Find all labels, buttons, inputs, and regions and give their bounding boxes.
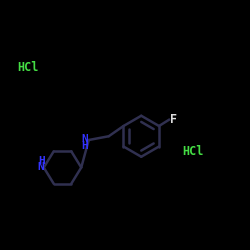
Text: H: H bbox=[38, 156, 44, 166]
Text: H: H bbox=[82, 141, 88, 151]
Text: F: F bbox=[170, 113, 177, 126]
Text: HCl: HCl bbox=[182, 145, 204, 158]
Text: HCl: HCl bbox=[18, 61, 39, 74]
Text: N: N bbox=[82, 134, 88, 144]
Text: N: N bbox=[38, 162, 44, 172]
